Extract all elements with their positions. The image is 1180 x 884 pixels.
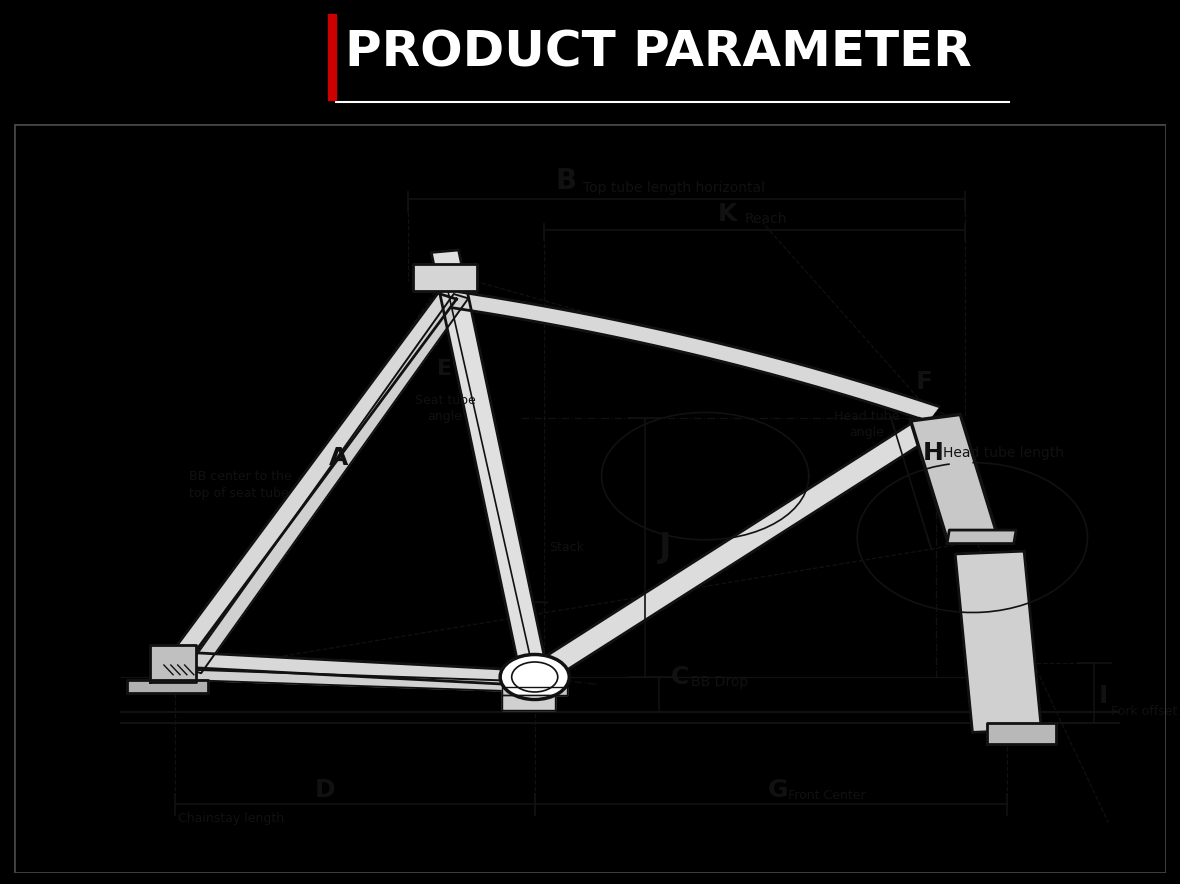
Polygon shape	[988, 723, 1056, 744]
Bar	[328, 13, 336, 100]
Text: I: I	[1099, 683, 1108, 708]
Text: BB center to the
top of seat tube: BB center to the top of seat tube	[189, 469, 291, 499]
Text: K: K	[719, 202, 738, 226]
Polygon shape	[150, 644, 196, 682]
Text: Chainstay length: Chainstay length	[178, 812, 284, 825]
Text: Top tube length horizontal: Top tube length horizontal	[583, 181, 765, 195]
Polygon shape	[127, 680, 208, 693]
Text: J: J	[660, 530, 671, 564]
Polygon shape	[948, 530, 1016, 544]
Text: Front Center: Front Center	[788, 789, 866, 802]
Text: Seat tube
angle: Seat tube angle	[414, 393, 476, 423]
Text: PRODUCT PARAMETER: PRODUCT PARAMETER	[345, 28, 971, 76]
Text: B: B	[555, 167, 576, 195]
Text: G: G	[767, 778, 788, 802]
Text: D: D	[315, 778, 335, 802]
Polygon shape	[184, 652, 512, 684]
Text: Stack: Stack	[550, 541, 584, 553]
Polygon shape	[184, 669, 512, 691]
Polygon shape	[503, 688, 566, 695]
Text: Head tube length: Head tube length	[943, 446, 1064, 461]
Text: E: E	[438, 359, 452, 378]
Text: A: A	[329, 446, 348, 470]
Polygon shape	[431, 250, 549, 678]
Polygon shape	[413, 264, 477, 291]
Polygon shape	[911, 415, 997, 541]
Polygon shape	[503, 695, 556, 710]
Text: Fork offset: Fork offset	[1110, 705, 1176, 718]
Text: C: C	[670, 665, 689, 689]
Text: H: H	[923, 441, 943, 465]
Polygon shape	[170, 293, 457, 661]
Text: Reach: Reach	[745, 212, 787, 226]
Polygon shape	[453, 292, 939, 421]
Polygon shape	[186, 294, 468, 674]
Polygon shape	[955, 551, 1042, 732]
Text: Head tube
angle: Head tube angle	[834, 410, 899, 439]
Circle shape	[500, 654, 569, 699]
Text: F: F	[916, 370, 932, 393]
Polygon shape	[530, 418, 940, 680]
Text: BB Drop: BB Drop	[691, 674, 748, 689]
